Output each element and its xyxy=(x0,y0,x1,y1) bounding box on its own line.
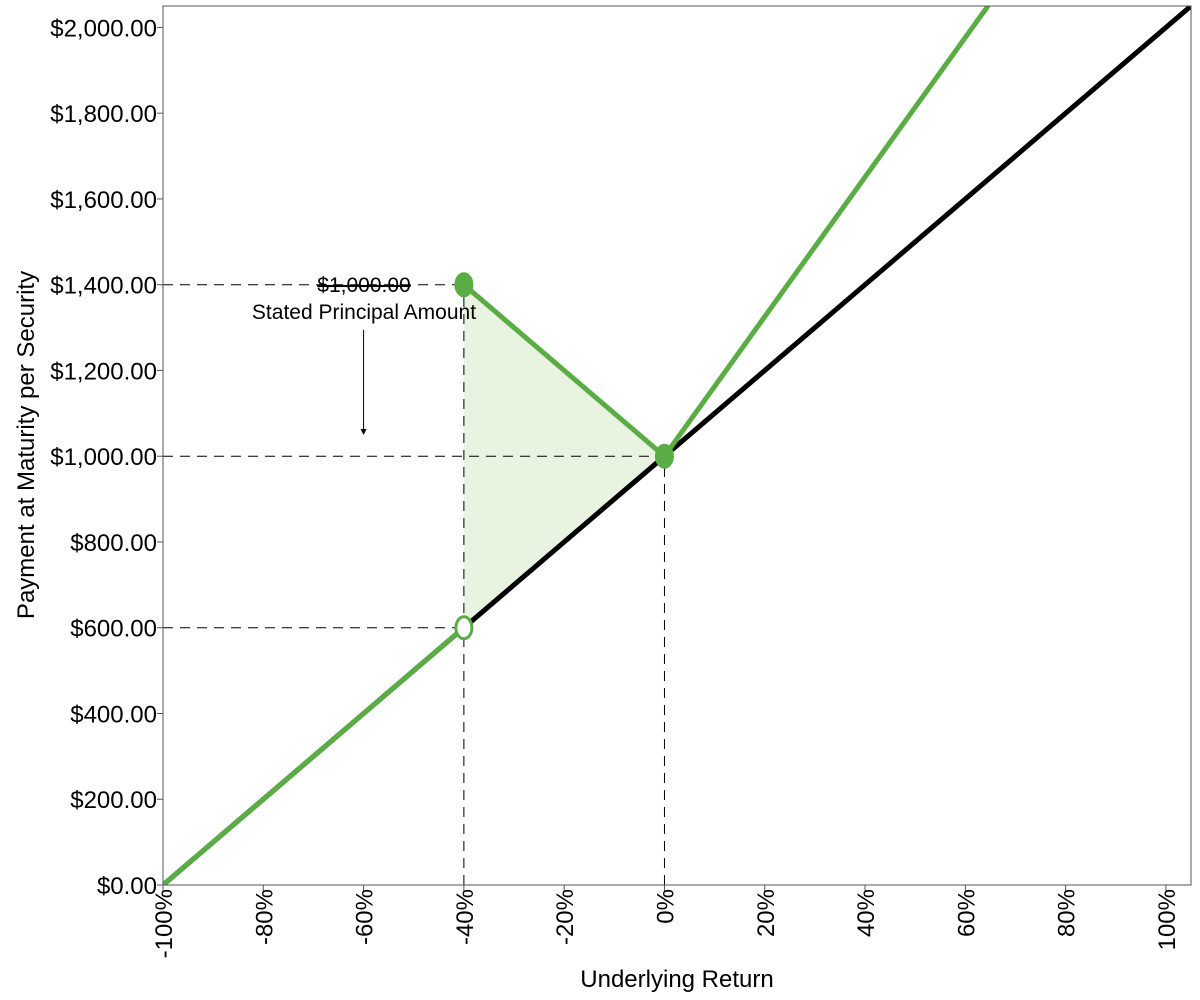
markers-layer xyxy=(454,272,674,641)
x-tick-label: -100% xyxy=(151,889,178,958)
x-tick-label: 20% xyxy=(753,889,780,937)
x-tick-label: -60% xyxy=(352,889,379,945)
y-tick-label: $1,800.00 xyxy=(50,101,157,128)
y-tick-label: $1,400.00 xyxy=(50,273,157,300)
y-tick-label: $1,600.00 xyxy=(50,187,157,214)
security-payoff-line xyxy=(163,625,467,885)
reference-lines-layer xyxy=(163,284,665,885)
marker-filled xyxy=(454,272,474,298)
x-tick-label: 40% xyxy=(853,889,880,937)
series-layer xyxy=(163,6,1191,885)
marker-open xyxy=(454,615,474,641)
x-tick-label: -40% xyxy=(452,889,479,945)
x-tick-label: -20% xyxy=(552,889,579,945)
y-tick-label: $600.00 xyxy=(70,616,157,643)
shaded-region xyxy=(463,284,665,628)
y-tick-label: $0.00 xyxy=(97,873,157,900)
annotation-value-label: $1,000.00 xyxy=(317,274,410,297)
y-axis-ticks: $0.00 $200.00 $400.00 $600.00 $800.00 $1,000.… xyxy=(50,15,163,900)
y-tick-label: $2,000.00 xyxy=(50,15,157,42)
y-tick-label: $400.00 xyxy=(70,701,157,728)
x-tick-label: 60% xyxy=(953,889,980,937)
y-axis-title: Payment at Maturity per Security xyxy=(13,271,40,619)
annotation-description-label: Stated Principal Amount xyxy=(252,301,476,324)
y-tick-label: $800.00 xyxy=(70,530,157,557)
y-tick-label: $1,200.00 xyxy=(50,358,157,385)
x-tick-label: -80% xyxy=(251,889,278,945)
y-tick-label: $1,000.00 xyxy=(50,444,157,471)
x-tick-label: 80% xyxy=(1054,889,1081,937)
x-axis-title: Underlying Return xyxy=(580,966,773,993)
y-tick-label: $200.00 xyxy=(70,787,157,814)
plot-frame xyxy=(162,5,1192,886)
x-tick-label: 0% xyxy=(652,889,679,924)
x-tick-label: 100% xyxy=(1154,889,1181,950)
shaded-region-layer xyxy=(463,284,665,628)
annotation: $1,000.00 Stated Principal Amount xyxy=(252,274,476,435)
x-axis-ticks: -100% -80% -60% -40% -20% 0% 20% 40% 60% 80% 100% xyxy=(151,885,1181,958)
marker-filled xyxy=(654,443,674,469)
